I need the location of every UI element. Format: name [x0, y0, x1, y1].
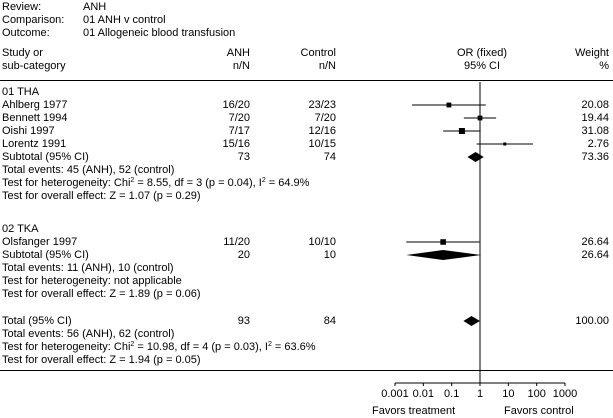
study-weight-oishi: 31.08: [581, 125, 609, 137]
study-control-oishi: 12/16: [308, 125, 336, 137]
col-anh-l1: ANH: [226, 47, 250, 59]
subtotal-weight-tha: 73.36: [581, 151, 609, 163]
overall-effect-total: Test for overall effect: Z = 1.94 (p = 0…: [2, 354, 201, 366]
total-label: Total (95% CI): [2, 315, 72, 327]
col-weight-l1: Weight: [574, 47, 609, 59]
group-title-tka: 02 TKA: [2, 223, 39, 235]
study-anh-bennett: 7/20: [228, 112, 250, 124]
x-tick-label: 100: [527, 388, 545, 400]
favors-treatment-label: Favors treatment: [372, 405, 456, 417]
x-tick-label: 1: [477, 388, 483, 400]
col-control-l1: Control: [300, 47, 336, 59]
point-estimate-lorentz: [503, 142, 507, 146]
study-name-ahlberg: Ahlberg 1977: [2, 99, 68, 111]
x-tick-label: 10: [502, 388, 514, 400]
comparison-label: Comparison:: [2, 14, 65, 26]
subtotal-label-tka: Subtotal (95% CI): [2, 249, 89, 261]
total-weight: 100.00: [575, 315, 609, 327]
header-rule: [0, 80, 613, 81]
x-tick-label: 0.001: [381, 388, 409, 400]
outcome-label: Outcome:: [2, 27, 50, 39]
study-name-olsfanger: Olsfanger 1997: [2, 236, 78, 248]
col-study-l2: sub-category: [2, 60, 66, 72]
study-control-olsfanger: 10/10: [308, 236, 336, 248]
x-tick-label: 0.01: [413, 388, 434, 400]
study-anh-lorentz: 15/16: [222, 138, 250, 150]
point-estimate-oishi: [458, 128, 465, 134]
subtotal-control-tka: 10: [323, 249, 336, 261]
total-control: 84: [323, 315, 336, 327]
outcome-value: 01 Allogeneic blood transfusion: [83, 27, 236, 39]
study-anh-ahlberg: 16/20: [222, 99, 250, 111]
study-anh-olsfanger: 11/20: [223, 236, 250, 248]
comparison-value: 01 ANH v control: [83, 14, 166, 26]
heterogeneity-tka: Test for heterogeneity: not applicable: [2, 275, 182, 287]
events-total: Total events: 56 (ANH), 62 (control): [2, 328, 175, 340]
subtotal-control-tha: 74: [323, 151, 336, 163]
x-tick-label: 1000: [553, 388, 577, 400]
point-estimate-olsfanger: [440, 239, 446, 245]
study-name-bennett: Bennett 1994: [2, 112, 68, 124]
subtotal-anh-tha: 73: [237, 151, 250, 163]
overall-effect-tka: Test for overall effect: Z = 1.89 (p = 0…: [2, 288, 201, 300]
footer-rule: [0, 370, 613, 371]
events-tha: Total events: 45 (ANH), 52 (control): [2, 164, 175, 176]
study-control-bennett: 7/20: [314, 112, 336, 124]
total-anh: 93: [237, 315, 250, 327]
events-tka: Total events: 11 (ANH), 10 (control): [2, 262, 174, 274]
study-weight-lorentz: 2.76: [587, 138, 609, 150]
favors-control-label: Favors control: [504, 405, 574, 417]
study-weight-bennett: 19.44: [581, 112, 609, 124]
col-or-l1: OR (fixed): [456, 47, 508, 59]
study-weight-olsfanger: 26.64: [581, 236, 609, 248]
study-control-ahlberg: 23/23: [308, 99, 336, 111]
subtotal-weight-tka: 26.64: [581, 249, 609, 261]
heterogeneity-total: Test for heterogeneity: Chi2 = 10.98, df…: [2, 341, 316, 353]
summary-diamond-tha: [467, 152, 484, 162]
overall-effect-tha: Test for overall effect: Z = 1.07 (p = 0…: [2, 190, 201, 202]
summary-diamond-total: [463, 316, 480, 326]
study-name-oishi: Oishi 1997: [2, 125, 55, 137]
summary-diamond-tka: [406, 250, 482, 260]
study-control-lorentz: 10/15: [308, 138, 336, 150]
study-name-lorentz: Lorentz 1991: [2, 138, 67, 150]
col-control-l2: n/N: [318, 60, 336, 72]
x-tick-label: 0.1: [444, 388, 459, 400]
point-estimate-ahlberg: [446, 102, 452, 108]
review-label: Review:: [2, 1, 42, 13]
study-weight-ahlberg: 20.08: [581, 99, 609, 111]
study-anh-oishi: 7/17: [228, 125, 250, 137]
col-or-l2: 95% CI: [463, 60, 501, 72]
col-weight-l2: %: [599, 60, 609, 72]
group-title-tha: 01 THA: [2, 86, 40, 98]
point-estimate-bennett: [477, 115, 483, 121]
col-anh-l2: n/N: [232, 60, 250, 72]
heterogeneity-tha: Test for heterogeneity: Chi2 = 8.55, df …: [2, 177, 310, 189]
review-value: ANH: [83, 1, 107, 13]
subtotal-label-tha: Subtotal (95% CI): [2, 151, 89, 163]
col-study-l1: Study or: [2, 47, 43, 59]
subtotal-anh-tka: 20: [237, 249, 250, 261]
